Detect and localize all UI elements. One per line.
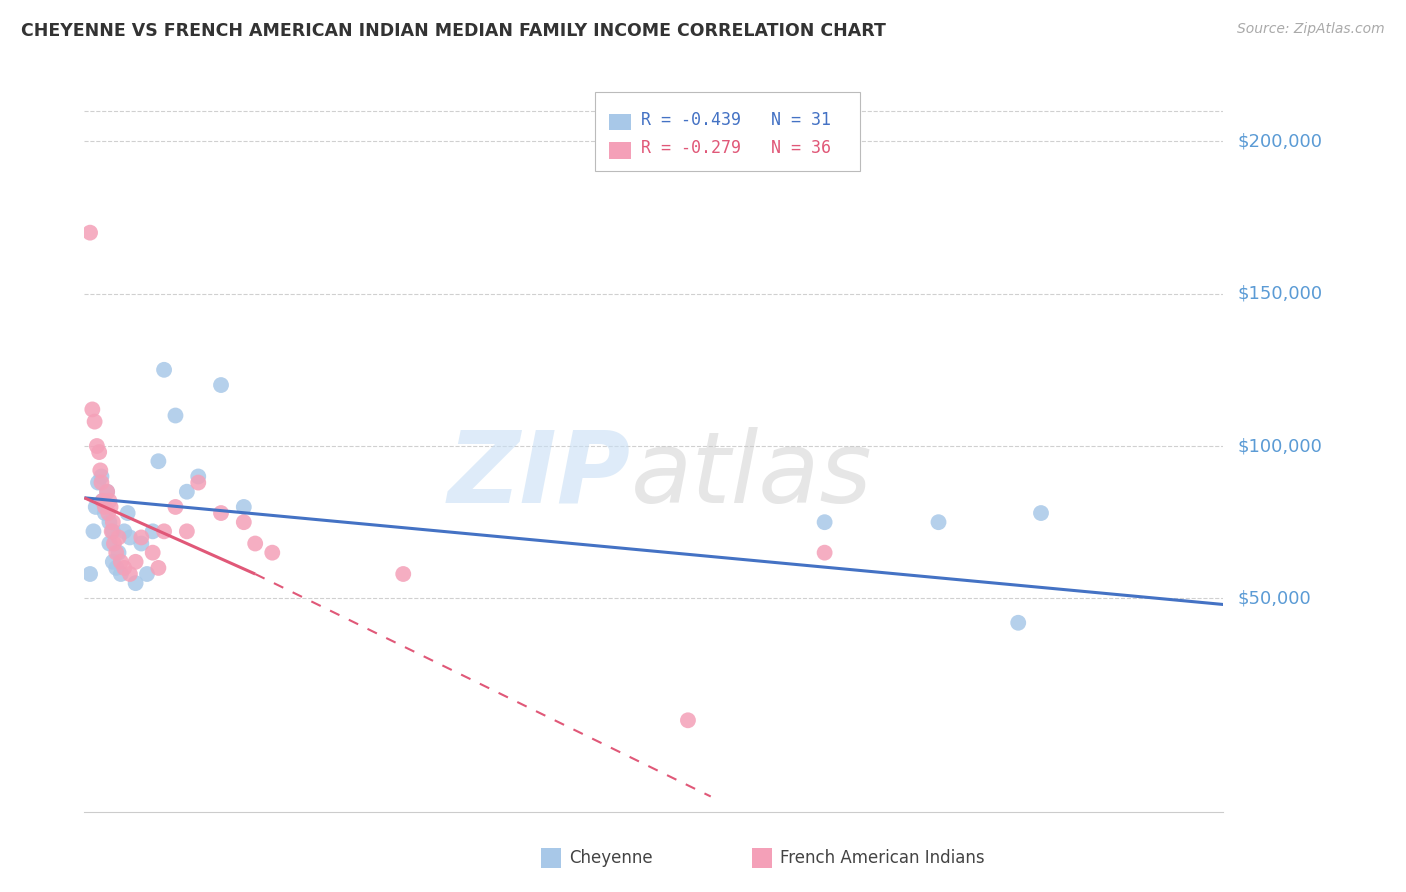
Point bbox=[94, 500, 117, 514]
Point bbox=[232, 515, 254, 529]
Text: atlas: atlas bbox=[631, 426, 873, 524]
Point bbox=[1007, 615, 1029, 630]
Text: $50,000: $50,000 bbox=[1237, 590, 1310, 607]
Point bbox=[79, 567, 101, 582]
Text: R = -0.439   N = 31: R = -0.439 N = 31 bbox=[641, 112, 831, 129]
Point bbox=[112, 561, 135, 575]
Point bbox=[105, 561, 128, 575]
Point bbox=[118, 567, 141, 582]
Point bbox=[86, 439, 108, 453]
Point bbox=[136, 567, 159, 582]
Point bbox=[98, 536, 121, 550]
Point bbox=[98, 515, 121, 529]
Point bbox=[79, 226, 101, 240]
Point bbox=[165, 409, 187, 423]
Text: $100,000: $100,000 bbox=[1237, 437, 1322, 455]
Point bbox=[148, 454, 170, 468]
Point bbox=[118, 530, 141, 544]
Point bbox=[262, 546, 284, 560]
Point bbox=[82, 524, 104, 539]
Point bbox=[112, 524, 135, 539]
Point bbox=[100, 524, 122, 539]
Point bbox=[100, 500, 122, 514]
Point bbox=[84, 500, 107, 514]
Point bbox=[101, 515, 124, 529]
Point bbox=[124, 555, 146, 569]
Point bbox=[105, 546, 128, 560]
Point bbox=[83, 415, 105, 429]
Point bbox=[392, 567, 415, 582]
Point bbox=[107, 530, 129, 544]
Point bbox=[117, 506, 139, 520]
Point bbox=[101, 524, 124, 539]
Point bbox=[928, 515, 950, 529]
Point bbox=[131, 530, 153, 544]
Point bbox=[187, 475, 209, 490]
Point bbox=[90, 475, 112, 490]
Point bbox=[187, 469, 209, 483]
Point bbox=[131, 536, 153, 550]
Text: R = -0.279   N = 36: R = -0.279 N = 36 bbox=[641, 139, 831, 157]
Point bbox=[98, 494, 121, 508]
Point bbox=[153, 363, 176, 377]
Text: French American Indians: French American Indians bbox=[780, 849, 986, 867]
Text: $200,000: $200,000 bbox=[1237, 132, 1322, 150]
Point bbox=[676, 714, 699, 728]
Point bbox=[110, 555, 132, 569]
Point bbox=[110, 567, 132, 582]
Text: CHEYENNE VS FRENCH AMERICAN INDIAN MEDIAN FAMILY INCOME CORRELATION CHART: CHEYENNE VS FRENCH AMERICAN INDIAN MEDIA… bbox=[21, 22, 886, 40]
Point bbox=[90, 469, 112, 483]
Point bbox=[87, 475, 110, 490]
Point bbox=[232, 500, 254, 514]
Text: Source: ZipAtlas.com: Source: ZipAtlas.com bbox=[1237, 22, 1385, 37]
Point bbox=[97, 506, 120, 520]
Point bbox=[89, 445, 111, 459]
Point bbox=[142, 546, 165, 560]
Point bbox=[153, 524, 176, 539]
Point bbox=[148, 561, 170, 575]
Point bbox=[96, 484, 118, 499]
Text: $150,000: $150,000 bbox=[1237, 285, 1322, 302]
Point bbox=[165, 500, 187, 514]
Point bbox=[101, 555, 124, 569]
Point bbox=[176, 484, 198, 499]
Point bbox=[209, 506, 232, 520]
Point bbox=[103, 536, 125, 550]
Text: Cheyenne: Cheyenne bbox=[569, 849, 652, 867]
Point bbox=[82, 402, 104, 417]
Point bbox=[142, 524, 165, 539]
Point bbox=[91, 494, 114, 508]
Point bbox=[107, 546, 129, 560]
Point bbox=[96, 484, 118, 499]
Point bbox=[91, 494, 114, 508]
Point bbox=[814, 546, 837, 560]
Point bbox=[1029, 506, 1052, 520]
Point bbox=[209, 378, 232, 392]
Point bbox=[245, 536, 267, 550]
Point bbox=[176, 524, 198, 539]
Point bbox=[89, 463, 111, 477]
Text: ZIP: ZIP bbox=[449, 426, 631, 524]
Point bbox=[814, 515, 837, 529]
Point bbox=[124, 576, 146, 591]
Point bbox=[94, 506, 117, 520]
